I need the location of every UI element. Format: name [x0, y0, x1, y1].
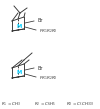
Text: $PR_1R_2R_3$: $PR_1R_2R_3$ — [39, 74, 58, 82]
Text: M: M — [16, 71, 22, 76]
Text: M: M — [16, 24, 22, 28]
Text: Br: Br — [38, 19, 44, 24]
Text: $R_1$ = $CH_3$: $R_1$ = $CH_3$ — [1, 100, 22, 108]
Text: $R_2$ = $C_6H_5$: $R_2$ = $C_6H_5$ — [34, 100, 56, 108]
Text: $R_3$ = $C(CH_3)_3$: $R_3$ = $C(CH_3)_3$ — [66, 100, 95, 108]
Text: $PR_1R_2R_3$: $PR_1R_2R_3$ — [39, 27, 58, 35]
Text: Br: Br — [38, 66, 44, 71]
